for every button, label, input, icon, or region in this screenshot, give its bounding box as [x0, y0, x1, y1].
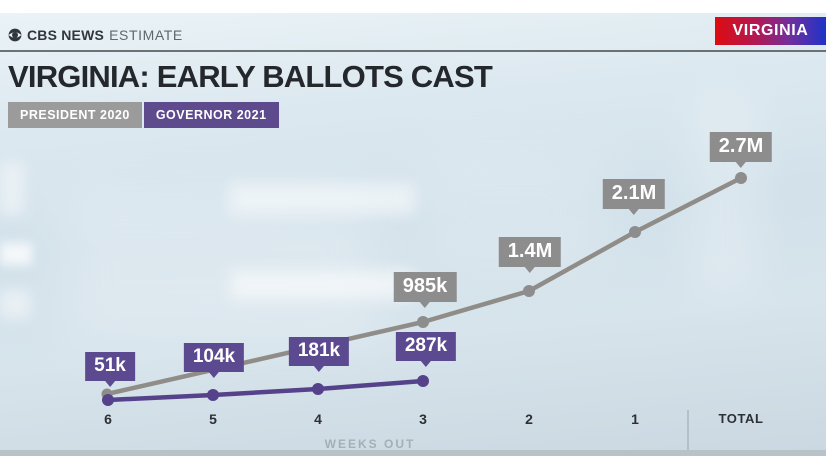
header-divider	[0, 50, 826, 52]
callout-governor-week4: 181k	[288, 337, 350, 372]
callout-president-week2: 1.4M	[498, 237, 562, 273]
governor-2021-point-week4	[312, 383, 324, 395]
x-tick-2: 2	[525, 411, 533, 427]
top-letterbox-strip	[0, 0, 826, 13]
callout-governor-week5: 104k	[183, 343, 245, 378]
chart-title: VIRGINIA: EARLY BALLOTS CAST	[8, 59, 493, 94]
callout-pointer	[525, 267, 535, 273]
callout-pointer	[421, 361, 431, 367]
broadcast-graphic-frame: CBS NEWS ESTIMATE VIRGINIA VIRGINIA: EAR…	[0, 13, 826, 450]
president-2020-point-week2	[523, 285, 535, 297]
president-2020-point-total	[735, 172, 747, 184]
x-tick-6: 6	[104, 411, 112, 427]
callout-governor-week3: 287k	[395, 332, 457, 367]
x-tick-total: TOTAL	[718, 411, 764, 426]
cbs-eye-icon	[8, 28, 22, 42]
governor-2021-point-week5	[207, 389, 219, 401]
callout-pointer	[420, 302, 430, 308]
president-2020-point-week1	[629, 226, 641, 238]
x-tick-3: 3	[419, 411, 427, 427]
callout-pointer	[209, 372, 219, 378]
state-badge: VIRGINIA	[715, 17, 826, 45]
governor-2021-point-week3	[417, 375, 429, 387]
callout-pointer	[629, 209, 639, 215]
legend-governor-2021: GOVERNOR 2021	[143, 102, 279, 128]
bottom-letterbox-strip	[0, 450, 826, 456]
callout-governor-week6: 51k	[85, 352, 135, 387]
brand-suffix: ESTIMATE	[109, 27, 183, 43]
brand-lockup: CBS NEWS ESTIMATE	[8, 27, 183, 43]
governor-2021-line	[105, 378, 426, 403]
total-divider	[687, 410, 689, 450]
callout-president-total: 2.7M	[709, 132, 773, 168]
x-tick-5: 5	[209, 411, 217, 427]
callout-pointer	[736, 162, 746, 168]
chart-legend: PRESIDENT 2020 GOVERNOR 2021	[8, 102, 279, 128]
x-tick-1: 1	[631, 411, 639, 427]
callout-pointer	[104, 381, 115, 387]
callout-president-week1: 2.1M	[602, 179, 666, 215]
x-axis-label: WEEKS OUT	[324, 437, 416, 450]
x-tick-4: 4	[314, 411, 322, 427]
callout-pointer	[314, 366, 324, 372]
governor-2021-point-week6	[102, 394, 114, 406]
president-2020-point-week3	[417, 316, 429, 328]
callout-president-week3: 985k	[393, 272, 457, 308]
legend-president-2020: PRESIDENT 2020	[8, 102, 142, 128]
brand-name: CBS NEWS	[27, 27, 105, 43]
